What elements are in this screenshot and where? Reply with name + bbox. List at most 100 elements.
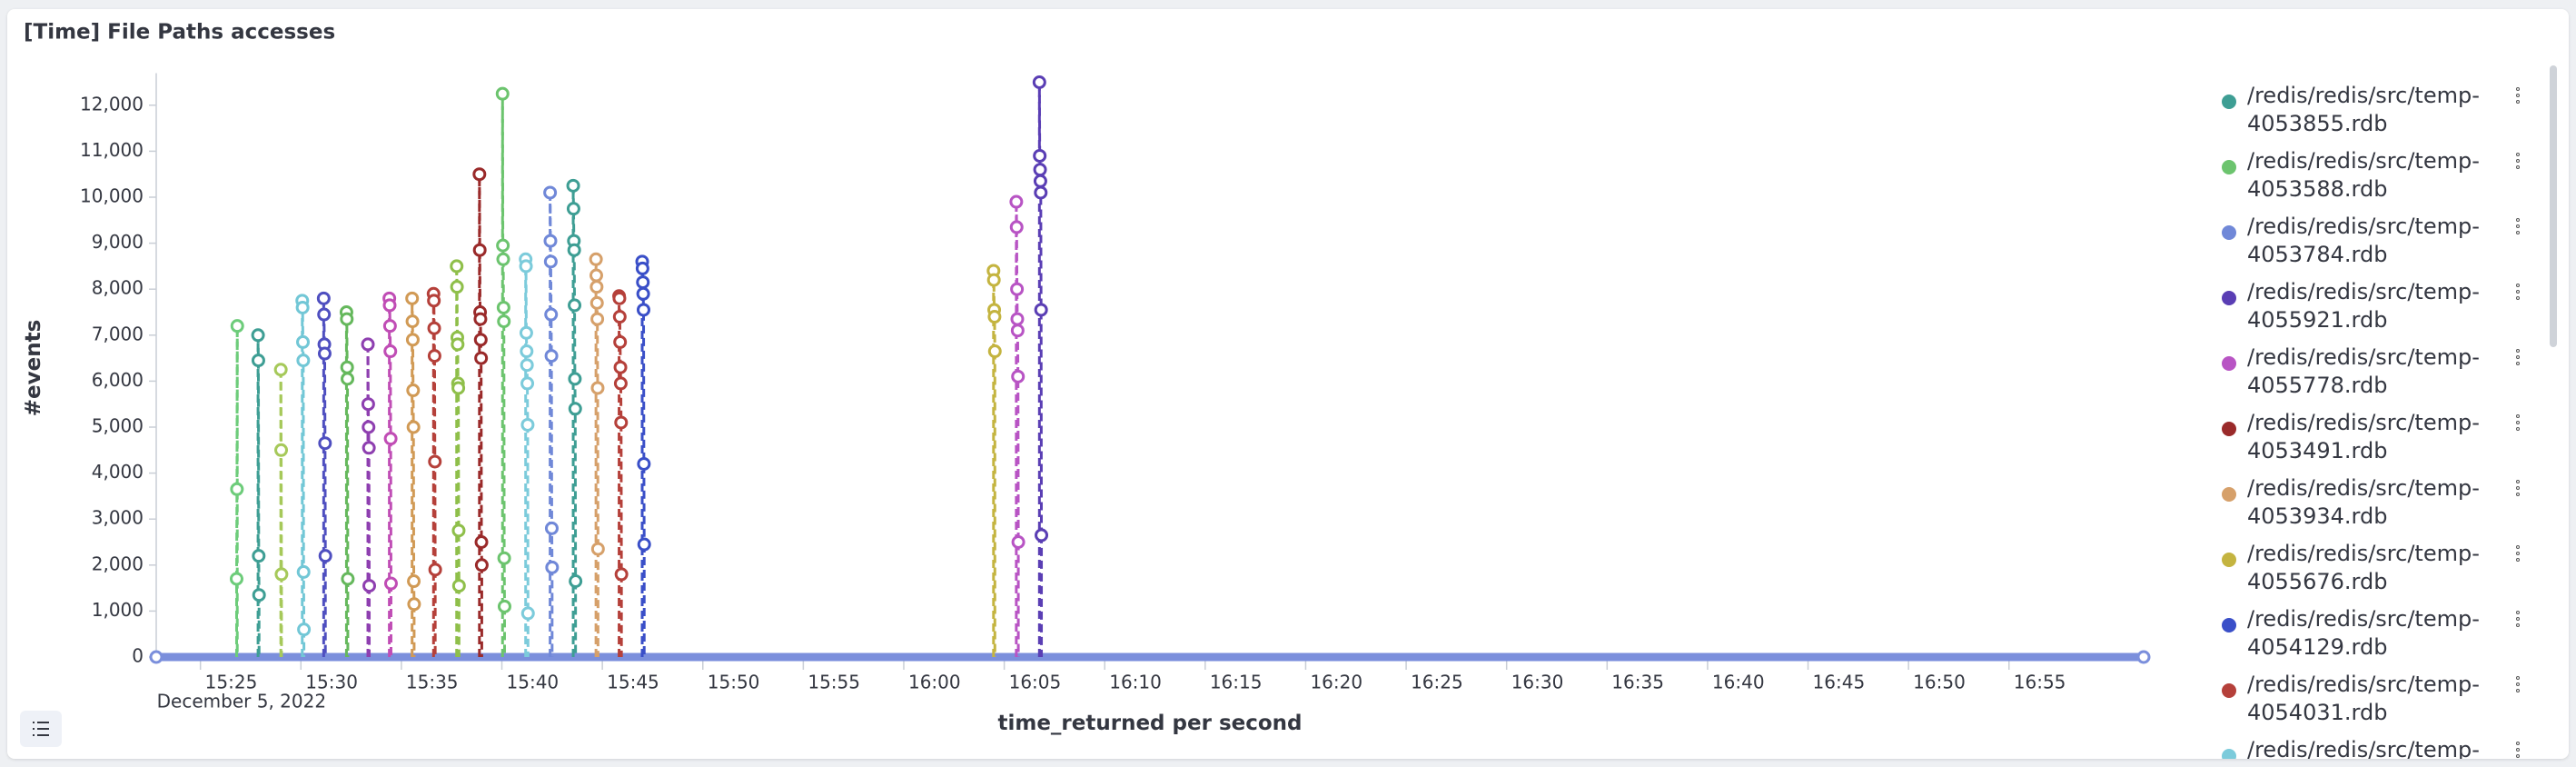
point	[543, 234, 558, 248]
point	[544, 307, 559, 322]
y-axis-title: #events	[22, 320, 45, 417]
series	[361, 337, 377, 657]
point	[566, 178, 580, 193]
scrollbar[interactable]	[2550, 65, 2557, 347]
series	[405, 291, 421, 657]
point	[544, 349, 559, 364]
y-tick-label: 3,000	[92, 507, 144, 529]
point	[497, 314, 511, 329]
series-line	[549, 192, 554, 568]
legend-menu[interactable]	[2516, 676, 2520, 695]
point	[427, 321, 441, 335]
point	[496, 238, 510, 253]
point	[406, 384, 421, 398]
point	[252, 549, 266, 563]
legend-menu[interactable]	[2516, 742, 2520, 759]
legend-toggle[interactable]	[20, 711, 62, 747]
legend-item[interactable]: /redis/redis/src/temp-4053784.rdb	[2205, 213, 2551, 278]
series	[229, 319, 244, 657]
point	[987, 310, 1002, 324]
legend-menu[interactable]	[2516, 349, 2520, 368]
legend-item[interactable]: /redis/redis/src/temp-	[2205, 736, 2551, 759]
point	[589, 252, 603, 266]
legend-menu[interactable]	[2516, 545, 2520, 564]
point	[472, 243, 487, 257]
x-tick-label: 16:35	[1611, 672, 1664, 693]
point	[637, 456, 651, 471]
y-tick-label: 11,000	[80, 139, 144, 161]
legend-menu[interactable]	[2516, 284, 2520, 303]
legend-menu[interactable]	[2516, 480, 2520, 499]
series-line	[524, 259, 530, 613]
legend-item[interactable]: /redis/redis/src/temp-4055676.rdb	[2205, 540, 2551, 605]
legend-item[interactable]: /redis/redis/src/temp-4053588.rdb	[2205, 147, 2551, 213]
legend-menu[interactable]	[2516, 414, 2520, 433]
series	[612, 289, 629, 657]
legend-label: /redis/redis/src/temp-4055676.rdb	[2247, 541, 2480, 594]
point	[1009, 220, 1024, 234]
series	[1009, 194, 1025, 657]
legend-menu[interactable]	[2516, 87, 2520, 106]
legend-swatch	[2222, 160, 2236, 174]
point	[1010, 312, 1025, 326]
legend-swatch	[2222, 225, 2236, 240]
legend-label: /redis/redis/src/temp-4053491.rdb	[2247, 410, 2480, 463]
point	[569, 574, 583, 589]
point	[383, 344, 398, 359]
series	[426, 286, 442, 657]
point	[614, 415, 629, 430]
point	[520, 344, 534, 359]
point	[568, 402, 582, 416]
series-line	[366, 344, 372, 586]
legend-menu[interactable]	[2516, 611, 2520, 630]
legend-item[interactable]: /redis/redis/src/temp-4055921.rdb	[2205, 278, 2551, 344]
legend-item[interactable]: /redis/redis/src/temp-4053934.rdb	[2205, 474, 2551, 540]
legend-item[interactable]: /redis/redis/src/temp-4053855.rdb	[2205, 82, 2551, 147]
legend-label: /redis/redis/src/temp-4054129.rdb	[2247, 606, 2480, 660]
series-line	[322, 298, 327, 556]
legend-swatch	[2222, 422, 2236, 436]
point	[636, 303, 650, 317]
point	[473, 312, 488, 326]
legend-item[interactable]: /redis/redis/src/temp-4055778.rdb	[2205, 344, 2551, 409]
point	[296, 564, 311, 579]
point	[252, 588, 266, 603]
point	[405, 333, 420, 347]
series	[495, 86, 511, 657]
x-tick-label: 15:40	[507, 672, 560, 693]
point	[520, 606, 535, 621]
x-tick-label: 16:55	[2014, 672, 2066, 693]
x-tick-label: 16:30	[1511, 672, 1564, 693]
point	[637, 537, 651, 552]
point	[317, 346, 332, 361]
series-stem	[256, 334, 261, 657]
point	[297, 623, 312, 637]
legend-swatch	[2222, 553, 2236, 567]
legend-menu[interactable]	[2516, 218, 2520, 237]
x-tick-label: 16:05	[1009, 672, 1062, 693]
point	[986, 273, 1001, 287]
legend-item[interactable]: /redis/redis/src/temp-4053491.rdb	[2205, 409, 2551, 474]
legend-menu[interactable]	[2516, 153, 2520, 172]
point	[383, 432, 398, 446]
point	[497, 599, 511, 613]
y-tick-label: 12,000	[80, 93, 144, 115]
x-tick-label: 16:40	[1712, 672, 1765, 693]
series	[543, 185, 560, 657]
point	[636, 275, 650, 290]
x-tick-label: 15:50	[708, 672, 760, 693]
y-tick-label: 1,000	[92, 599, 144, 621]
point	[296, 334, 311, 349]
series-stem	[388, 298, 392, 657]
point	[987, 344, 1002, 359]
y-tick-label: 10,000	[80, 185, 144, 207]
legend-swatch	[2222, 749, 2236, 759]
series	[316, 291, 332, 657]
y-tick-label: 6,000	[92, 369, 144, 391]
legend-swatch	[2222, 356, 2236, 371]
point	[474, 558, 489, 573]
legend-item[interactable]: /redis/redis/src/temp-4054129.rdb	[2205, 605, 2551, 671]
legend-item[interactable]: /redis/redis/src/temp-4054031.rdb	[2205, 671, 2551, 736]
point	[229, 572, 243, 586]
x-axis-title: time_returned per second	[997, 712, 1302, 735]
